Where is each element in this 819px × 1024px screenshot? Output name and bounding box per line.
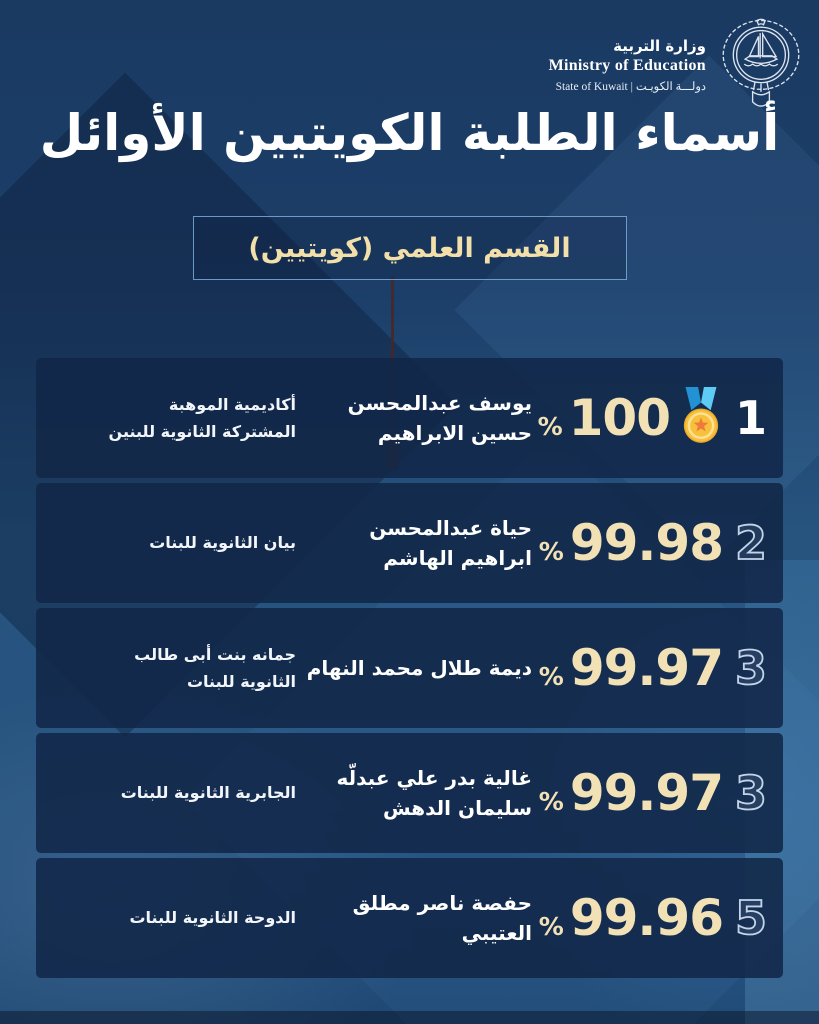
score-cell: % 99.96: [538, 889, 724, 947]
school-name: أكاديمية الموهبة المشتركة الثانوية للبني…: [108, 394, 296, 441]
result-row: 1 % 100 يوسف عبدالمحسن حسين الابراهيم أك…: [36, 358, 783, 478]
page-title: أسماء الطلبة الكويتيين الأوائل: [39, 104, 780, 162]
score-cell: % 99.97: [538, 639, 724, 697]
student-name: غالية بدر علي عبدلّه سليمان الدهش: [336, 766, 532, 820]
rank-number: 1: [734, 391, 767, 445]
rank-number: 3: [734, 765, 768, 821]
score-cell: % 99.98: [538, 514, 724, 572]
ministry-state-line: دولـــة الكويـت | State of Kuwait: [555, 81, 706, 93]
score-cell: % 99.97: [538, 764, 724, 822]
percent-sign: %: [537, 411, 563, 441]
school-name: جمانه بنت أبى طالب الثانوية للبنات: [134, 644, 296, 691]
score-cell: % 100: [538, 387, 723, 449]
score-value: 99.98: [569, 514, 724, 572]
school-name: الدوحة الثانوية للبنات: [129, 908, 296, 928]
student-name: يوسف عبدالمحسن حسين الابراهيم: [347, 391, 532, 445]
school-name: بيان الثانوية للبنات: [149, 533, 296, 553]
score-value: 99.96: [569, 889, 724, 947]
student-name: ديمة طلال محمد النهام: [306, 656, 532, 680]
student-name: حفصة ناصر مطلق العتيبي: [352, 891, 532, 945]
result-row: 2 % 99.98 حياة عبدالمحسن ابراهيم الهاشم …: [36, 483, 783, 603]
percent-sign: %: [538, 786, 564, 816]
result-row: 5 % 99.96 حفصة ناصر مطلق العتيبي الدوحة …: [36, 858, 783, 978]
ministry-name-english: Ministry of Education: [548, 57, 706, 74]
kuwait-emblem-icon: [719, 18, 803, 112]
section-badge-label: القسم العلمي (كويتيين): [248, 232, 571, 264]
gold-medal-icon: [679, 387, 723, 449]
decor-bottom-strip: [0, 1011, 819, 1024]
score-value: 100: [568, 389, 671, 447]
result-row: 3 % 99.97 ديمة طلال محمد النهام جمانه بن…: [36, 608, 783, 728]
rank-number: 3: [734, 640, 768, 696]
school-name: الجابرية الثانوية للبنات: [120, 783, 296, 803]
section-badge: القسم العلمي (كويتيين): [192, 216, 627, 280]
student-name: حياة عبدالمحسن ابراهيم الهاشم: [369, 516, 532, 570]
percent-sign: %: [538, 911, 564, 941]
score-value: 99.97: [569, 764, 724, 822]
results-list: 1 % 100 يوسف عبدالمحسن حسين الابراهيم أك…: [36, 358, 783, 978]
ministry-header: وزارة التربية Ministry of Education دولـ…: [549, 18, 803, 112]
ministry-name-arabic: وزارة التربية: [613, 37, 706, 55]
rank-number: 2: [734, 515, 768, 571]
result-row: 3 % 99.97 غالية بدر علي عبدلّه سليمان ال…: [36, 733, 783, 853]
percent-sign: %: [538, 536, 564, 566]
ministry-text-block: وزارة التربية Ministry of Education دولـ…: [549, 37, 706, 93]
rank-number: 5: [734, 890, 768, 946]
score-value: 99.97: [569, 639, 724, 697]
percent-sign: %: [538, 661, 564, 691]
